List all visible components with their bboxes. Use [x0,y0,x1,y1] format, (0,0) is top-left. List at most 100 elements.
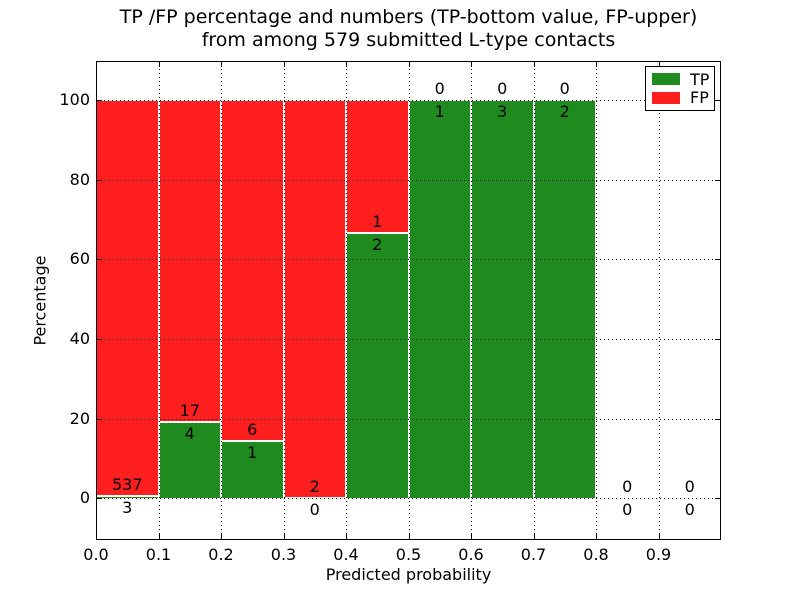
y-tick-label: 40 [69,328,90,348]
chart-title-line-1: TP /FP percentage and numbers (TP-bottom… [119,6,698,28]
fp-count-label: 0 [434,79,445,99]
tp-count-label: 0 [684,500,695,520]
y-tick-label: 80 [69,169,90,189]
tp-legend-swatch [652,73,680,86]
x-tick [471,534,472,540]
x-tick-top [409,61,410,67]
y-tick-label: 60 [69,249,90,269]
y-tick-right [715,180,721,181]
tp-bar-segment [221,441,284,499]
h-gridline [96,179,721,181]
plot-area: 537 3 17 4 6 1 2 0 1 2 0 1 0 3 0 2 0 0 0 0 [96,61,721,540]
fp-count-label: 0 [559,79,570,99]
y-tick-label: 0 [79,488,90,508]
x-tick-top [159,61,160,67]
y-tick-right [715,419,721,420]
y-tick-label: 20 [69,408,90,428]
x-tick [409,534,410,540]
x-tick [159,534,160,540]
fp-count-label: 0 [622,477,633,497]
x-tick-label: 0.4 [333,545,359,564]
y-tick-right [715,100,721,101]
x-tick-top [96,61,97,67]
tp-bar-segment [346,232,409,499]
x-axis-label: Predicted probability [325,565,492,584]
tp-count-label: 3 [497,102,508,122]
tp-count-label: 3 [122,497,133,517]
y-tick [96,419,102,420]
y-tick [96,100,102,101]
h-gridline [96,418,721,420]
tp-bar-segment [158,422,221,499]
x-tick [284,534,285,540]
tp-count-label: 4 [184,424,195,444]
h-gridline [96,498,721,500]
v-gridline [596,61,597,540]
v-gridline [346,61,347,540]
fp-count-label: 17 [179,401,200,421]
y-tick-right [715,498,721,499]
x-tick [346,534,347,540]
y-tick-right [715,339,721,340]
legend-row: TP [652,71,709,88]
x-tick-label: 0.0 [83,545,109,564]
legend-label: FP [690,88,709,108]
fp-legend-swatch [652,91,680,104]
x-tick-top [346,61,347,67]
v-gridline [659,61,660,540]
fp-bar-segment [158,100,221,423]
x-tick-top [471,61,472,67]
y-tick [96,498,102,499]
v-gridline [534,61,535,540]
legend-row: FP [652,88,709,108]
x-tick-label: 0.3 [270,545,297,564]
x-tick-top [659,61,660,67]
x-tick [659,534,660,540]
x-tick-label: 0.9 [645,545,672,564]
y-tick-right [715,259,721,260]
chart-title-line-2: from among 579 submitted L-type contacts [201,29,616,51]
x-tick-label: 0.5 [395,545,422,564]
fp-count-label: 0 [497,79,508,99]
fp-count-label: 6 [247,420,258,440]
h-gridline [96,259,721,261]
tp-count-label: 0 [309,500,320,520]
y-axis-label: Percentage [30,255,50,346]
v-gridline [471,61,472,540]
tp-count-label: 1 [247,443,258,463]
fp-count-label: 1 [372,211,383,231]
v-gridline [221,61,222,540]
h-gridline [96,100,721,102]
x-tick-label: 0.6 [458,545,484,564]
v-gridline [159,61,160,540]
tp-count-label: 2 [559,102,570,122]
x-tick [534,534,535,540]
x-tick-top [221,61,222,67]
fp-bar-segment [96,100,159,496]
y-tick [96,180,102,181]
fp-bar-segment [221,100,284,442]
x-tick-label: 0.7 [520,545,547,564]
tp-bar-segment [471,100,534,499]
tp-count-label: 0 [622,500,633,520]
y-tick-label: 100 [59,90,90,110]
h-gridline [96,338,721,340]
v-gridline [409,61,410,540]
y-tick [96,339,102,340]
fp-count-label: 2 [309,477,320,497]
tp-bar-segment [408,100,471,499]
chart-title: TP /FP percentage and numbers (TP-bottom… [96,6,721,52]
tp-count-label: 1 [434,102,445,122]
fp-count-label: 537 [111,474,143,494]
tp-bar-segment [533,100,596,499]
y-tick [96,259,102,260]
x-tick [596,534,597,540]
fp-bar-segment [283,100,346,499]
legend: TP FP [645,66,715,111]
x-tick-label: 0.1 [145,545,172,564]
fp-count-label: 0 [684,477,695,497]
x-tick-top [284,61,285,67]
x-tick-top [534,61,535,67]
x-tick-label: 0.2 [208,545,234,564]
